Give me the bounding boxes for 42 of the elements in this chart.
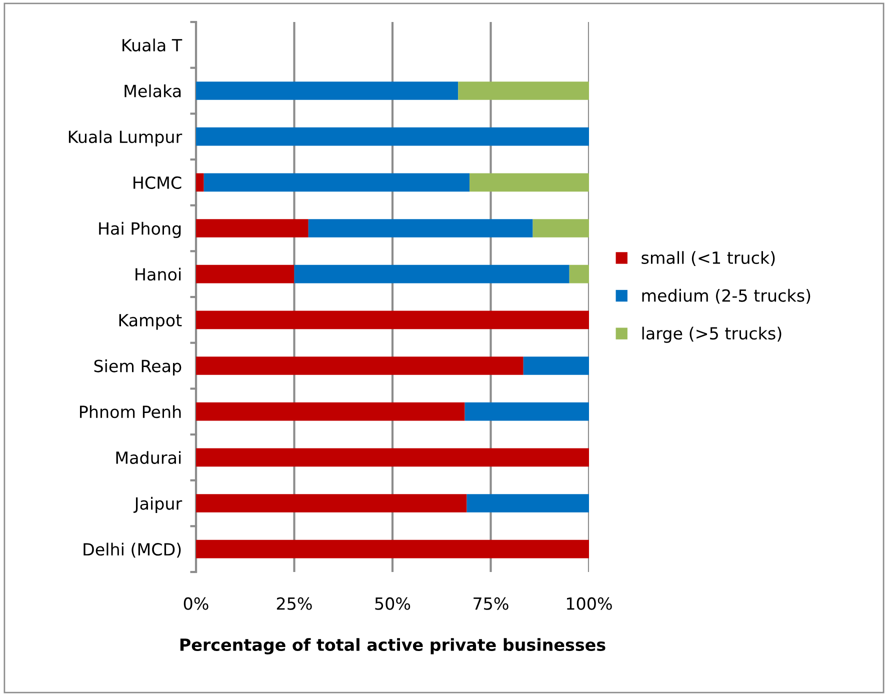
bar	[196, 402, 465, 421]
bar	[196, 173, 204, 192]
y-tick-label: Siem Reap	[94, 359, 182, 376]
legend-label: medium (2-5 trucks)	[642, 288, 810, 304]
bar	[196, 127, 589, 146]
bar	[458, 82, 589, 100]
bar	[196, 264, 294, 284]
bar	[196, 219, 308, 238]
x-tick-label: 50%	[375, 597, 410, 610]
bar	[569, 264, 589, 284]
x-tick-label: 0%	[184, 597, 208, 610]
legend-label: large (>5 trucks)	[642, 326, 782, 343]
y-tick-label: Melaka	[124, 84, 181, 98]
bar	[470, 173, 589, 192]
x-tick-label: 25%	[276, 597, 312, 610]
bar	[196, 494, 467, 512]
bar	[294, 264, 570, 284]
bar	[196, 540, 589, 558]
x-tick-label: 100%	[567, 597, 612, 610]
x-tick-label: 75%	[474, 597, 508, 610]
x-axis-title: Percentage of total active private businesses	[180, 638, 606, 654]
y-tick-label: Hanoi	[136, 268, 181, 281]
bar	[532, 219, 589, 238]
y-tick-label: Kuala T	[122, 38, 182, 52]
bar	[466, 494, 589, 512]
bar	[204, 173, 470, 192]
bar	[308, 219, 533, 238]
bar	[523, 356, 589, 375]
y-tick-label: Madurai	[116, 451, 181, 464]
y-tick-label: Delhi (MCD)	[84, 542, 181, 558]
y-tick-label: Phnom Penh	[80, 405, 181, 418]
y-tick-label: Kampot	[119, 314, 182, 330]
y-tick-label: Jaipur	[133, 496, 182, 514]
y-tick-label: HCMC	[134, 176, 182, 189]
bar	[196, 82, 458, 100]
bar	[196, 356, 524, 375]
bar	[196, 448, 589, 467]
y-tick-label: Kuala Lumpur	[68, 130, 182, 146]
y-tick-label: Hai Phong	[99, 222, 181, 238]
bar	[196, 310, 589, 330]
bar	[464, 402, 589, 421]
legend-label: small (<1 truck)	[642, 251, 775, 266]
